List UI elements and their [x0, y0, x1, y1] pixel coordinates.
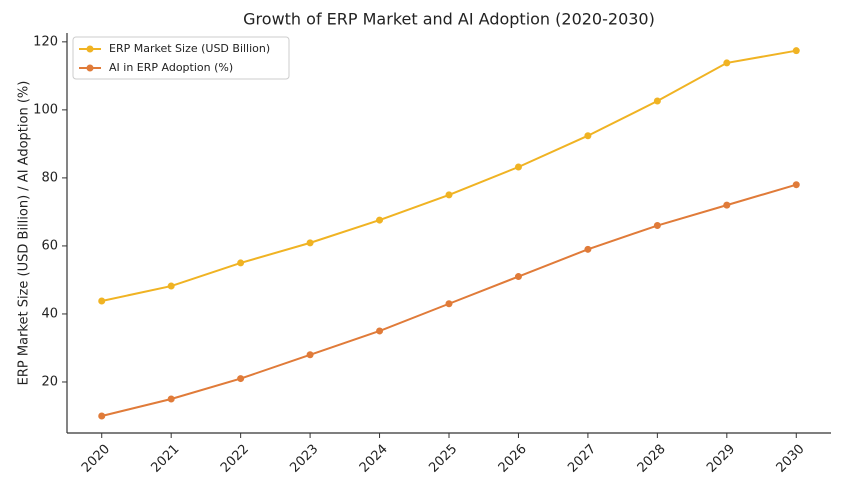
data-point — [584, 245, 592, 253]
legend-marker — [86, 64, 94, 72]
y-axis-label: ERP Market Size (USD Billion) / AI Adopt… — [17, 81, 32, 386]
data-point — [723, 201, 731, 209]
data-point — [167, 282, 175, 290]
y-tick-label: 60 — [41, 238, 58, 253]
data-point — [653, 97, 661, 105]
legend-label: AI in ERP Adoption (%) — [109, 61, 233, 74]
data-point — [376, 216, 384, 224]
legend-marker — [86, 45, 94, 53]
data-point — [514, 163, 522, 171]
chart-title: Growth of ERP Market and AI Adoption (20… — [243, 10, 655, 29]
y-tick-label: 100 — [33, 102, 58, 117]
data-point — [98, 412, 106, 420]
data-point — [376, 327, 384, 335]
data-point — [445, 300, 453, 308]
data-point — [514, 273, 522, 281]
data-point — [584, 132, 592, 140]
y-tick-label: 120 — [33, 34, 58, 49]
data-point — [792, 181, 800, 189]
data-point — [653, 222, 661, 230]
y-tick-label: 80 — [41, 170, 58, 185]
legend-label: ERP Market Size (USD Billion) — [109, 42, 270, 55]
data-point — [306, 351, 314, 359]
data-point — [237, 375, 245, 383]
data-point — [167, 395, 175, 403]
data-point — [792, 47, 800, 55]
data-point — [98, 297, 106, 305]
data-point — [723, 59, 731, 67]
legend-box — [72, 36, 290, 80]
data-point — [306, 239, 314, 247]
data-point — [445, 191, 453, 199]
y-tick-label: 40 — [41, 306, 58, 321]
data-point — [237, 259, 245, 267]
y-tick-label: 20 — [41, 374, 58, 389]
